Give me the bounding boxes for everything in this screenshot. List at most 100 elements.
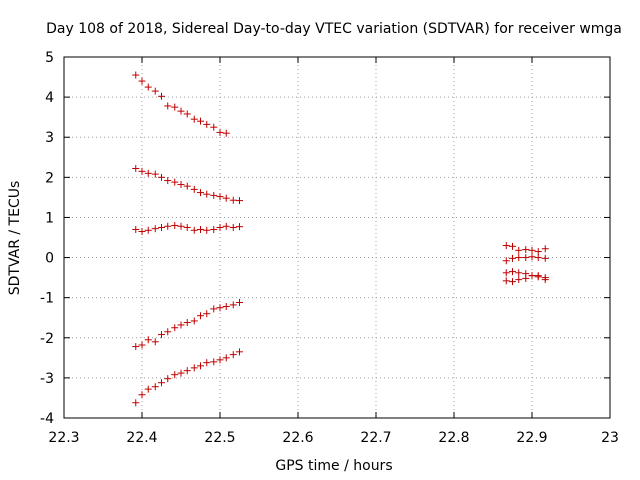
data-point <box>203 310 211 318</box>
data-point <box>502 242 510 250</box>
series-s6 <box>502 242 549 256</box>
plot-frame <box>63 56 611 419</box>
data-point <box>144 83 152 91</box>
data-point <box>132 165 140 173</box>
data-point <box>138 227 146 235</box>
data-point <box>522 246 530 254</box>
series-s5 <box>132 348 243 407</box>
y-tick-label: 2 <box>45 170 54 186</box>
y-axis-label: SDTVAR / TECUs <box>7 181 23 296</box>
data-point <box>144 336 152 344</box>
data-point <box>216 304 224 312</box>
data-point <box>210 225 218 233</box>
data-point <box>190 115 198 123</box>
y-tick-label: -1 <box>40 291 54 307</box>
data-point <box>216 223 224 231</box>
data-point <box>541 276 549 284</box>
data-point <box>171 178 179 186</box>
data-point <box>229 196 237 204</box>
data-point <box>515 246 523 254</box>
data-point <box>177 321 185 329</box>
data-point <box>222 194 230 202</box>
data-point <box>177 181 185 189</box>
data-points <box>132 71 549 407</box>
x-tick-labels: 22.3 22.4 22.5 22.6 22.7 22.8 22.9 23 <box>48 430 619 446</box>
data-point <box>509 254 516 262</box>
data-point <box>210 358 218 366</box>
data-point <box>190 185 198 193</box>
data-point <box>216 193 224 201</box>
y-tick-label: 3 <box>45 130 54 146</box>
data-point <box>164 375 172 383</box>
data-point <box>138 391 146 399</box>
data-point <box>183 319 191 327</box>
data-point <box>183 223 191 231</box>
data-point <box>144 226 152 234</box>
series-s9 <box>502 272 549 286</box>
grid <box>64 57 610 418</box>
data-point <box>177 107 185 115</box>
data-point <box>515 276 523 284</box>
data-point <box>236 197 243 205</box>
data-point <box>151 225 159 233</box>
data-point <box>190 317 198 325</box>
data-point <box>229 351 237 359</box>
data-point <box>183 182 191 190</box>
data-point <box>502 257 510 265</box>
data-point <box>534 273 542 281</box>
x-axis-label: GPS time / hours <box>275 458 392 474</box>
data-point <box>534 254 542 262</box>
data-point <box>502 277 510 285</box>
data-point <box>138 167 146 175</box>
data-point <box>151 87 159 95</box>
data-point <box>522 254 530 262</box>
x-tick-label: 22.6 <box>282 430 313 446</box>
y-tick-label: -2 <box>40 331 54 347</box>
data-point <box>144 169 152 177</box>
series-s3 <box>132 221 243 235</box>
x-tick-label: 22.5 <box>204 430 235 446</box>
data-point <box>132 343 140 351</box>
data-point <box>177 222 185 230</box>
data-point <box>183 367 191 375</box>
data-point <box>197 117 204 125</box>
data-point <box>522 274 530 282</box>
data-point <box>222 302 230 310</box>
data-point <box>158 92 165 100</box>
data-point <box>190 226 198 234</box>
series-s4 <box>132 298 243 351</box>
data-point <box>216 128 224 136</box>
y-tick-label: -4 <box>40 411 54 427</box>
data-point <box>151 170 159 178</box>
data-point <box>197 312 204 320</box>
data-point <box>197 189 204 197</box>
data-point <box>144 385 152 393</box>
data-point <box>528 246 536 254</box>
data-point <box>197 225 204 233</box>
data-point <box>171 371 179 379</box>
x-tick-label: 22.8 <box>438 430 469 446</box>
data-point <box>132 399 140 407</box>
data-point <box>177 369 185 377</box>
data-point <box>534 248 542 256</box>
data-point <box>515 269 523 277</box>
data-point <box>132 71 140 79</box>
data-point <box>203 226 211 234</box>
x-tick-label: 23 <box>601 430 619 446</box>
series-s7 <box>502 253 549 265</box>
data-point <box>229 301 237 309</box>
data-point <box>164 177 172 185</box>
data-point <box>171 221 179 229</box>
data-point <box>210 123 218 131</box>
data-point <box>138 341 146 349</box>
data-point <box>528 253 536 261</box>
data-point <box>158 223 165 231</box>
axis-ticks <box>63 56 611 419</box>
data-point <box>229 223 237 231</box>
data-point <box>158 379 165 387</box>
data-point <box>197 362 204 370</box>
data-point <box>151 338 159 346</box>
data-point <box>158 331 165 339</box>
y-tick-label: 1 <box>45 210 54 226</box>
